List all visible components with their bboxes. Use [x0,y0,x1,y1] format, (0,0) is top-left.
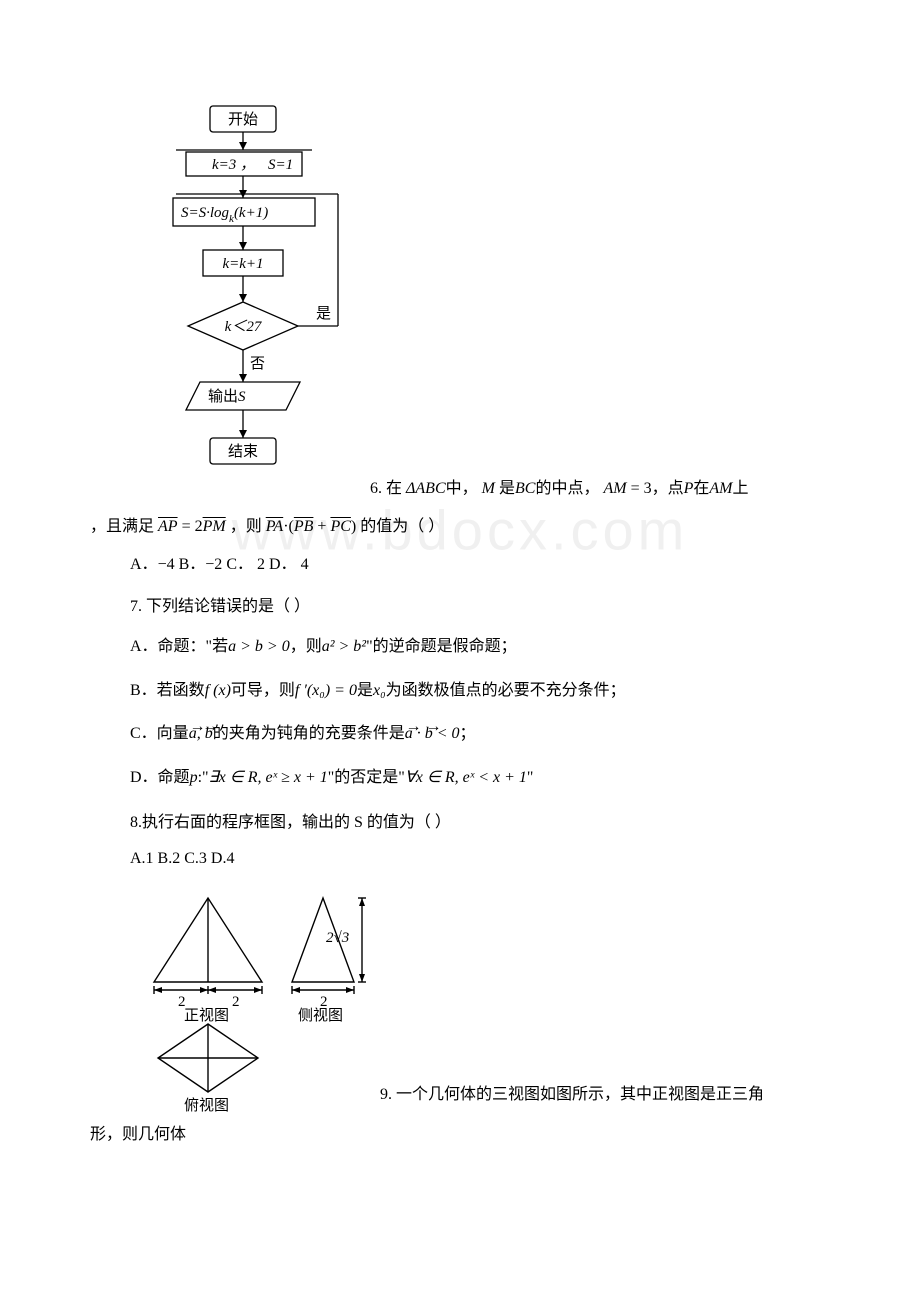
flow-yes: 是 [316,306,331,322]
q9-line2: 形，则几何体 [90,1120,830,1144]
flow-out: 输出S [208,388,246,405]
flow-no: 否 [250,356,265,372]
q7-C: C．向量→→a, b的夹角为钝角的充要条件是→→a · b < 0； [130,721,830,747]
q8-options: A.1 B.2 C.3 D.4 [130,850,830,868]
q7-D: D．命题p:"∃x ∈ R, eˣ ≥ x + 1"的否定是"∀x ∈ R, e… [130,765,830,791]
tv-top-label: 俯视图 [184,1097,229,1114]
tv-height-dim: 2√3 [326,930,349,946]
flow-init-r: S=1 [268,157,293,173]
q7-A: A．命题："若a > b > 0，则a² > b²"的逆命题是假命题； [130,634,830,660]
q7-stem: 7. 下列结论错误的是（ ） [130,592,830,616]
q7-B: B．若函数f (x)可导，则f ′(x₀) = 0是x₀为函数极值点的必要不充分… [130,678,830,704]
q6-line2: ，且满足 AP = 2PM ，则 PA·(PB + PC) 的值为（ ） [90,512,830,536]
flow-end: 结束 [228,443,258,460]
tv-front-label: 正视图 [184,1007,229,1024]
q6-line1: 6. 在 ΔABC中， M 是BC的中点， AM = 3，点P在AM上 [370,474,830,506]
tv-front-dim2: 2 [232,994,240,1010]
three-view-figure: 2 2 2 2√3 正视图 侧视图 俯视图 [140,886,380,1116]
flow-inc: k=k+1 [222,256,263,272]
q6-options: A．−4 B．−2 C． 2 D． 4 [130,550,830,574]
flowchart: 开始 k=3 ， S=1 S=S·logk(k+1) k=k+1 k＜27 是 … [140,100,370,510]
q8-stem: 8.执行右面的程序框图，输出的 S 的值为（ ） [130,808,830,832]
q9-line1: 9. 一个几何体的三视图如图所示，其中正视图是正三角 [380,1080,764,1116]
flow-init-l: k=3 ， [212,157,255,173]
tv-side-label: 侧视图 [298,1007,343,1024]
flow-dec: k＜27 [225,319,263,335]
flow-start: 开始 [228,111,258,128]
